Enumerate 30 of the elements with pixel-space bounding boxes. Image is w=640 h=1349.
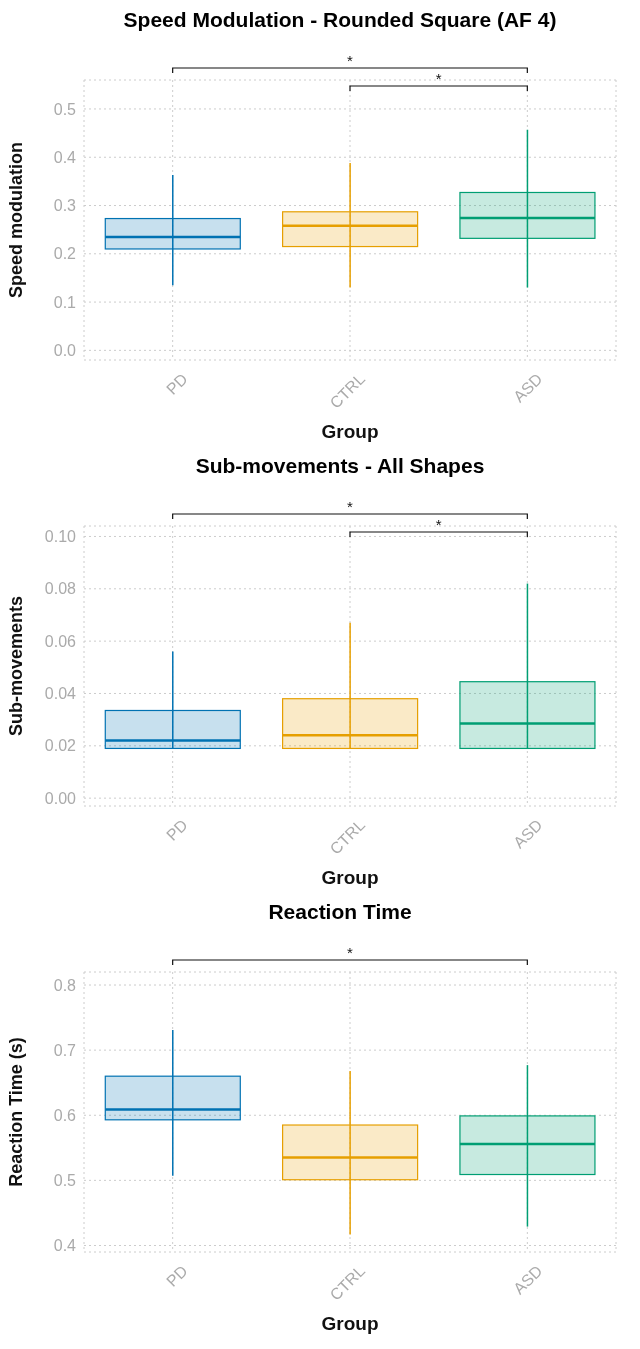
y-tick-label: 0.4 xyxy=(53,148,77,166)
x-tick-label: PD xyxy=(163,816,191,844)
y-tick-label: 0.02 xyxy=(44,737,77,755)
y-tick-label: 0.8 xyxy=(53,976,77,994)
y-tick-label: 0.10 xyxy=(44,528,77,546)
y-tick-label: 0.08 xyxy=(44,580,77,598)
x-axis-title: Group xyxy=(321,867,379,888)
y-tick-label: 0.06 xyxy=(44,632,77,650)
y-tick-label: 0.5 xyxy=(53,100,77,118)
y-tick-label: 0.7 xyxy=(53,1041,77,1059)
y-axis-title: Speed modulation xyxy=(6,141,27,299)
y-tick-label: 0.04 xyxy=(44,685,77,703)
y-tick-label: 0.0 xyxy=(53,342,77,360)
y-tick-label: 0.5 xyxy=(53,1172,77,1190)
chart-title: Speed Modulation - Rounded Square (AF 4) xyxy=(122,8,558,33)
y-tick-label: 0.6 xyxy=(53,1106,77,1124)
y-axis-title: Reaction Time (s) xyxy=(6,1037,27,1187)
x-tick-label: PD xyxy=(163,370,191,398)
chart-title: Reaction Time xyxy=(267,900,413,925)
y-tick-label: 0.2 xyxy=(53,245,77,263)
x-tick-label: PD xyxy=(163,1262,191,1290)
y-tick-label: 0.1 xyxy=(53,293,77,311)
x-axis-title: Group xyxy=(321,1313,379,1334)
chart-title: Sub-movements - All Shapes xyxy=(194,454,486,479)
y-tick-label: 0.4 xyxy=(53,1237,77,1255)
y-axis-title: Sub-movements xyxy=(6,595,27,737)
y-tick-label: 0.3 xyxy=(53,197,77,215)
x-axis-title: Group xyxy=(321,421,379,442)
y-tick-label: 0.00 xyxy=(44,789,77,807)
significance-bracket: * xyxy=(172,944,528,966)
